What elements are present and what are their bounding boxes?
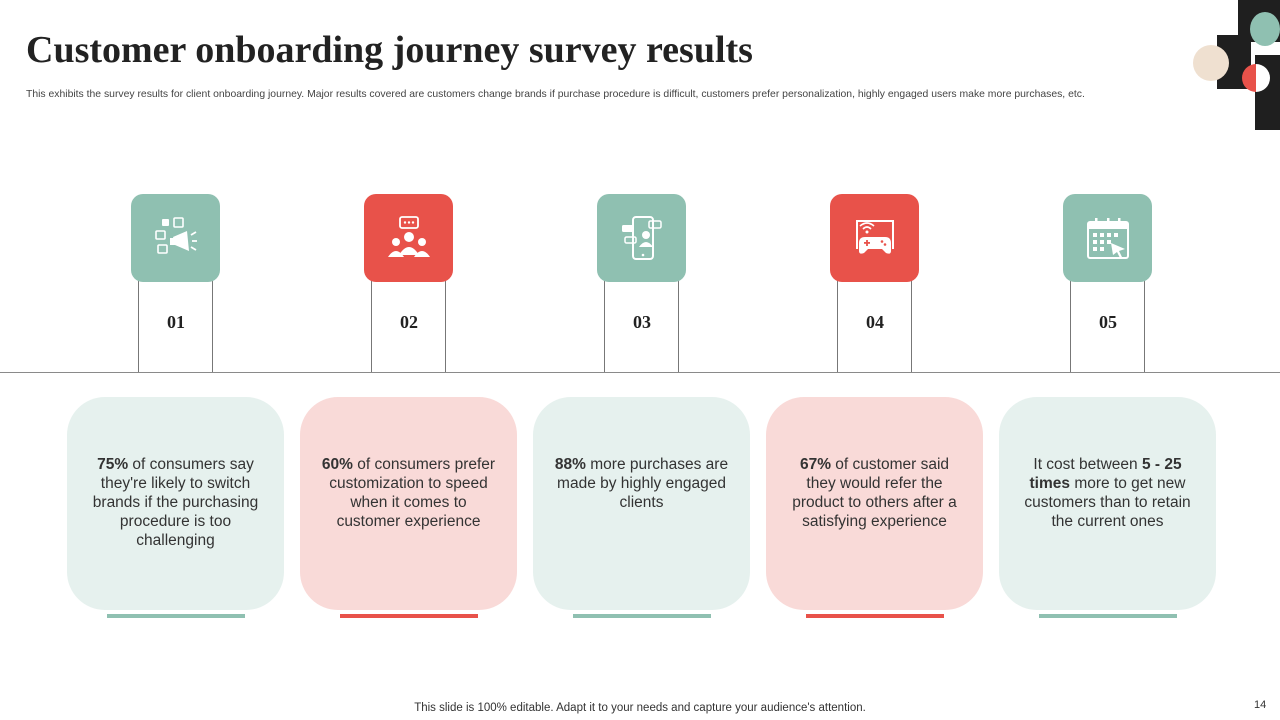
step-post [604,268,679,372]
step-number: 04 [866,312,884,332]
card-underline [107,614,245,618]
step-post [371,268,446,372]
mobile-chat-user-icon [621,216,662,260]
step-post [837,268,912,372]
calendar-cursor-icon [1086,218,1129,259]
step-icon-box [830,194,919,282]
deco-beige-circle [1193,45,1229,81]
game-controller-screen-icon [855,220,894,254]
stat-highlight: 60% [321,456,353,473]
stat-highlight: 88% [554,456,586,473]
step-icon-box [131,194,220,282]
stat-highlight: 5 - 25 times [1029,456,1182,492]
stat-card-3: 88% more purchases are made by highly en… [533,397,750,610]
card-underline [1039,614,1177,618]
stat-text: of consumers say they're likely to switc… [92,456,259,549]
stat-card-2: 60% of consumers prefer customization to… [300,397,517,610]
megaphone-social-icon [154,217,197,254]
stat-text: more purchases are made by highly engage… [557,456,729,511]
timeline-line [0,372,1280,373]
stat-prefix: It cost between [1033,456,1142,473]
step-post [1070,268,1145,372]
step-icon-box [597,194,686,282]
stat-highlight: 75% [97,456,129,473]
step-number: 03 [633,312,651,332]
step-02: 02 [364,194,454,374]
stat-text: of customer said they would refer the pr… [792,456,957,530]
card-underline [573,614,711,618]
slide-title: Customer onboarding journey survey resul… [26,29,753,71]
step-number: 02 [400,312,418,332]
step-icon-box [364,194,453,282]
step-number: 01 [167,312,185,332]
stat-card-4: 67% of customer said they would refer th… [766,397,983,610]
step-03: 03 [597,194,687,374]
page-number: 14 [1254,699,1267,711]
deco-mint-circle [1250,12,1280,46]
stat-card-1: 75% of consumers say they're likely to s… [67,397,284,610]
group-chat-icon [387,216,430,257]
step-01: 01 [131,194,221,374]
step-icon-box [1063,194,1152,282]
card-underline [806,614,944,618]
stat-highlight: 67% [799,456,831,473]
card-underline [340,614,478,618]
slide-subtitle: This exhibits the survey results for cli… [26,89,1085,100]
step-number: 05 [1099,312,1117,332]
slide-footer: This slide is 100% editable. Adapt it to… [414,702,866,714]
deco-red-half-circle [1242,64,1270,92]
step-05: 05 [1063,194,1153,374]
stat-text: more to get new customers than to retain… [1024,475,1191,530]
stat-text: of consumers prefer customization to spe… [329,456,496,530]
stat-card-5: It cost between 5 - 25 times more to get… [999,397,1216,610]
step-04: 04 [830,194,920,374]
